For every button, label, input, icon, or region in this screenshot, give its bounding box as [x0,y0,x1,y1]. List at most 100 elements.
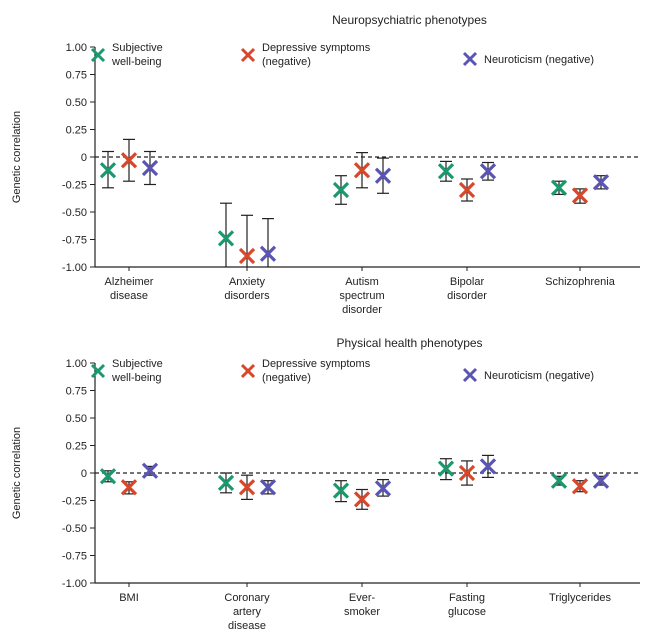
legend-marker [240,47,256,63]
x-tick-label: Anxiety disorders [224,276,270,302]
y-tick-label: 1.00 [66,358,87,370]
x-tick-label-line: Ever- [349,592,376,604]
data-point [238,479,256,496]
x-tick-label: Autism spectrum disorder [339,276,384,316]
data-point [217,474,235,492]
y-tick-label: 0 [81,152,87,164]
data-point [458,464,476,482]
data-point [353,491,371,508]
legend-label-line: Depressive symptoms [262,42,371,54]
data-point [479,163,497,180]
data-point [458,181,476,199]
data-point [571,478,589,495]
x-tick-label: Alzheimer disease [105,276,154,302]
x-tick-label-line: artery [233,606,262,618]
legend-label-line: well-being [111,372,162,384]
data-point [437,163,455,180]
y-tick-label: -0.25 [62,180,87,192]
legend-label-line: Subjective [112,42,163,54]
data-point [353,162,371,179]
data-point [550,179,568,196]
data-point [238,247,256,265]
legend-label: Subjective well-being [111,42,163,68]
x-tick-label-line: spectrum [339,290,384,302]
data-point [437,460,455,477]
x-tick-label-line: glucose [448,606,486,618]
y-tick-label: -1.00 [62,262,87,274]
legend-label-line: (negative) [262,56,311,68]
legend-label: Depressive symptoms (negative) [262,42,371,68]
legend-label: Depressive symptoms (negative) [262,358,371,384]
data-point [332,482,350,499]
data-point [259,245,277,262]
x-tick-label-line: Coronary [224,592,270,604]
y-tick-label: -0.75 [62,551,87,563]
legend-marker [240,363,256,379]
legend-label: Subjective well-being [111,358,163,384]
y-tick-label: 0.25 [66,125,87,137]
data-point [259,479,277,496]
panel-title: Neuropsychiatric phenotypes [332,13,487,27]
legend-label-line: Neuroticism (negative) [484,370,594,382]
y-tick-label: 0.25 [66,441,87,453]
y-tick-label: -1.00 [62,578,87,590]
y-tick-label: 0 [81,468,87,480]
data-point [374,167,392,184]
y-tick-label: 0.50 [66,413,87,425]
data-point [332,181,350,199]
legend-label-line: (negative) [262,372,311,384]
x-tick-label-line: Anxiety [229,276,266,288]
data-point [571,187,589,204]
data-point [592,174,610,191]
data-point [550,472,568,489]
data-point [120,479,138,496]
legend-label-line: Neuroticism (negative) [484,54,594,66]
x-tick-label-line: Alzheimer [105,276,154,288]
y-axis-label: Genetic correlation [11,427,23,519]
legend-label: Neuroticism (negative) [484,370,594,382]
x-tick-label-line: disorders [224,290,270,302]
x-tick-label-line: BMI [119,592,139,604]
x-tick-label-line: Autism [345,276,379,288]
x-tick-label-line: Bipolar [450,276,485,288]
legend-label: Neuroticism (negative) [484,54,594,66]
data-point [99,468,117,485]
x-tick-label: Schizophrenia [545,276,616,288]
x-tick-label: Coronary artery disease [224,592,270,632]
x-tick-label-line: Schizophrenia [545,276,616,288]
data-point [592,472,610,489]
legend-marker [90,47,106,63]
x-tick-label-line: Fasting [449,592,485,604]
y-tick-label: -0.25 [62,496,87,508]
x-tick-label: Fasting glucose [448,592,486,618]
x-tick-label-line: smoker [344,606,380,618]
panel-1: Neuropsychiatric phenotypes Genetic corre… [11,13,640,316]
x-tick-label-line: Triglycerides [549,592,611,604]
data-point [374,480,392,497]
y-tick-label: -0.50 [62,207,87,219]
x-tick-label-line: disorder [447,290,487,302]
panel-2: Physical health phenotypes Genetic correl… [11,336,640,632]
data-point [120,152,138,169]
data-point [141,462,159,479]
data-point [141,159,159,177]
y-tick-label: -0.50 [62,523,87,535]
legend-marker [462,367,478,383]
legend-label-line: well-being [111,56,162,68]
x-tick-label-line: disease [228,620,266,632]
y-tick-label: -0.75 [62,235,87,247]
legend-marker [90,363,106,379]
y-axis-label: Genetic correlation [11,111,23,203]
x-tick-label: Triglycerides [549,592,611,604]
x-tick-label-line: disease [110,290,148,302]
data-point [217,230,235,247]
x-tick-label: BMI [119,592,139,604]
data-point [479,458,497,475]
y-tick-label: 0.50 [66,97,87,109]
legend-label-line: Depressive symptoms [262,358,371,370]
panel-title: Physical health phenotypes [336,336,482,350]
y-tick-label: 0.75 [66,70,87,82]
legend-marker [462,51,478,67]
